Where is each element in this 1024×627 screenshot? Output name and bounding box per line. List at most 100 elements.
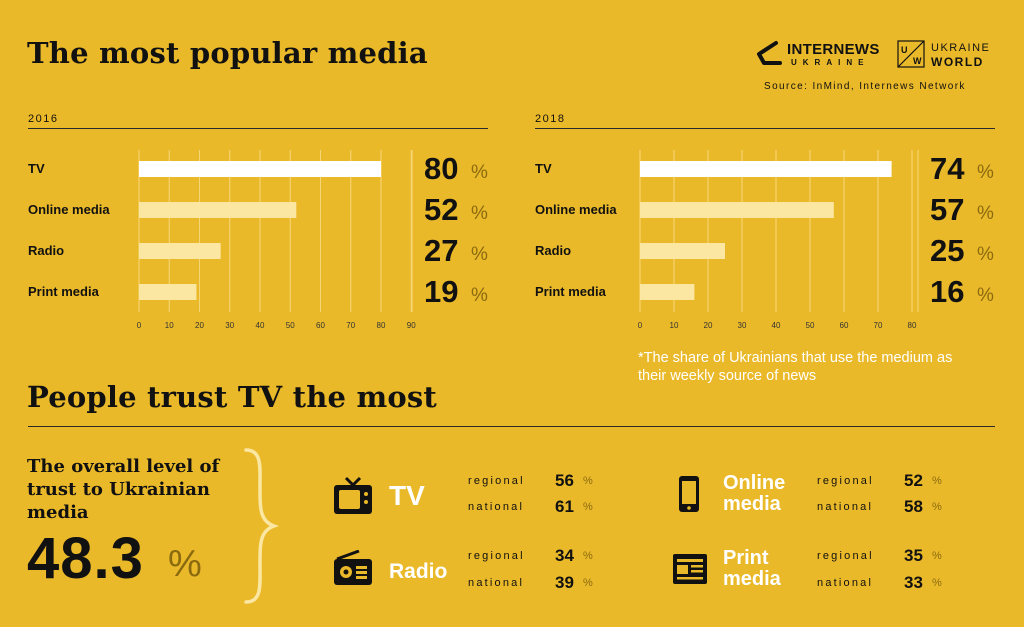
chart-2016-category-label: Online media	[28, 202, 110, 217]
chart-2016-value-label: 27	[424, 233, 459, 268]
footnote: *The share of Ukrainians that use the me…	[638, 350, 953, 384]
ukraine-world-line2: WORLD	[931, 55, 984, 69]
trust-online-national-pct: %	[932, 501, 942, 513]
chart-2016-tick-label: 30	[225, 321, 234, 330]
chart-2016-bar	[139, 202, 297, 218]
trust-rule	[28, 426, 995, 427]
chart-2016-title: 2016	[28, 113, 59, 125]
trust-print-regional-pct: %	[932, 550, 942, 562]
chart-2018-pct-symbol: %	[977, 285, 994, 306]
chart-2018-category-label: Print media	[535, 284, 606, 299]
chart-2018-title: 2018	[535, 113, 566, 125]
overall-trust-label: The overall level of trust to Ukrainian …	[27, 456, 220, 523]
chart-2016-category-label: Radio	[28, 243, 65, 258]
chart-2016-bar	[139, 161, 381, 177]
trust-print-national-pct: %	[932, 577, 942, 589]
trust-radio-name: Radio	[389, 560, 448, 583]
chart-2018-value-label: 25	[930, 233, 965, 268]
chart-2016-tick-label: 0	[137, 321, 142, 330]
trust-tv-regional-value: 56	[555, 471, 574, 490]
chart-2018-rule	[535, 128, 995, 129]
trust-print-national-value: 33	[904, 573, 923, 592]
chart-2018-pct-symbol: %	[977, 162, 994, 183]
chart-2016: 0 10 20 30 40 50 60 70 80 90	[0, 0, 512, 340]
trust-radio-national-pct: %	[583, 577, 593, 589]
overall-trust-pct: %	[168, 543, 202, 585]
trust-online-regional-value: 52	[904, 471, 923, 490]
chart-2016-pct-symbol: %	[471, 203, 488, 224]
trust-print-regional-value: 35	[904, 546, 923, 565]
page-title: The most popular media	[27, 36, 428, 70]
trust-title: People trust TV the most	[27, 380, 437, 414]
chart-2018-value-label: 57	[930, 192, 965, 227]
trust-online-national-value: 58	[904, 497, 923, 516]
trust-radio-regional-value: 34	[555, 546, 574, 565]
overall-trust-value: 48.3	[27, 526, 144, 591]
chart-2016-value-label: 19	[424, 274, 459, 309]
trust-tv-regional-pct: %	[583, 475, 593, 487]
newspaper-icon	[673, 554, 707, 584]
trust-radio-regional-pct: %	[583, 550, 593, 562]
chart-2018-tick-label: 10	[670, 321, 679, 330]
trust-radio-regional-label: regional	[468, 550, 525, 562]
chart-2016-category-label: Print media	[28, 284, 99, 299]
chart-2018-bar	[640, 284, 695, 300]
trust-online-national-label: national	[817, 501, 874, 513]
chart-2018-svg: 0 10 20 30 40 50 60 70 80	[638, 150, 919, 330]
trust-radio-national-value: 39	[555, 573, 574, 592]
chart-2018-bar	[640, 243, 725, 259]
internews-logo-sub: UKRAINE	[791, 58, 870, 67]
chart-2018-tick-label: 20	[704, 321, 713, 330]
chart-2018-bar	[640, 202, 834, 218]
trust-print-regional-label: regional	[817, 550, 874, 562]
chart-2018-tick-label: 30	[738, 321, 747, 330]
chart-2018-category-label: TV	[535, 161, 552, 176]
trust-radio-national-label: national	[468, 577, 525, 589]
chart-2016-tick-label: 40	[256, 321, 265, 330]
chart-2018-value-label: 16	[930, 274, 965, 309]
svg-text:W: W	[913, 56, 922, 66]
chart-2016-pct-symbol: %	[471, 285, 488, 306]
smartphone-icon	[679, 476, 699, 512]
chart-2018-tick-label: 70	[874, 321, 883, 330]
chart-2018: 0 10 20 30 40 50 60 70 80	[638, 150, 919, 330]
svg-text:U: U	[901, 45, 908, 55]
chart-2018-tick-label: 60	[840, 321, 849, 330]
trust-online-regional-pct: %	[932, 475, 942, 487]
trust-tv-national-value: 61	[555, 497, 574, 516]
radio-icon	[334, 550, 372, 585]
chart-2016-pct-symbol: %	[471, 162, 488, 183]
tv-icon	[334, 476, 372, 514]
chart-2016-bar	[139, 284, 197, 300]
chart-2016-tick-label: 10	[165, 321, 174, 330]
chart-2018-tick-label: 50	[806, 321, 815, 330]
trust-online-name: Online media	[723, 472, 786, 515]
ukraine-world-line1: UKRAINE	[931, 42, 991, 54]
chart-2018-tick-label: 40	[772, 321, 781, 330]
trust-tv-name: TV	[389, 480, 425, 511]
ukraine-world-logo: U W UKRAINE WORLD	[897, 40, 989, 70]
chart-2018-bar	[640, 161, 892, 177]
internews-logo-text: INTERNEWS	[787, 41, 880, 58]
internews-logo-icon	[757, 41, 782, 65]
chart-2016-bar	[139, 243, 221, 259]
curly-brace-icon	[244, 448, 280, 604]
chart-2018-value-label: 74	[930, 151, 965, 186]
chart-2016-pct-symbol: %	[471, 244, 488, 265]
chart-2018-pct-symbol: %	[977, 244, 994, 265]
chart-2016-tick-label: 90	[407, 321, 416, 330]
chart-2016-tick-label: 60	[316, 321, 325, 330]
chart-2016-tick-label: 50	[286, 321, 295, 330]
chart-2016-value-label: 80	[424, 151, 459, 186]
chart-2016-tick-label: 80	[377, 321, 386, 330]
chart-2018-category-label: Radio	[535, 243, 572, 258]
trust-print-national-label: national	[817, 577, 874, 589]
chart-2016-category-label: TV	[28, 161, 45, 176]
chart-2018-pct-symbol: %	[977, 203, 994, 224]
ukraine-world-logo-mark: U W	[897, 40, 925, 68]
chart-2018-tick-label: 80	[908, 321, 917, 330]
chart-2016-rule	[28, 128, 488, 129]
trust-tv-regional-label: regional	[468, 475, 525, 487]
source-note: Source: InMind, Internews Network	[764, 81, 966, 92]
trust-tv-national-pct: %	[583, 501, 593, 513]
